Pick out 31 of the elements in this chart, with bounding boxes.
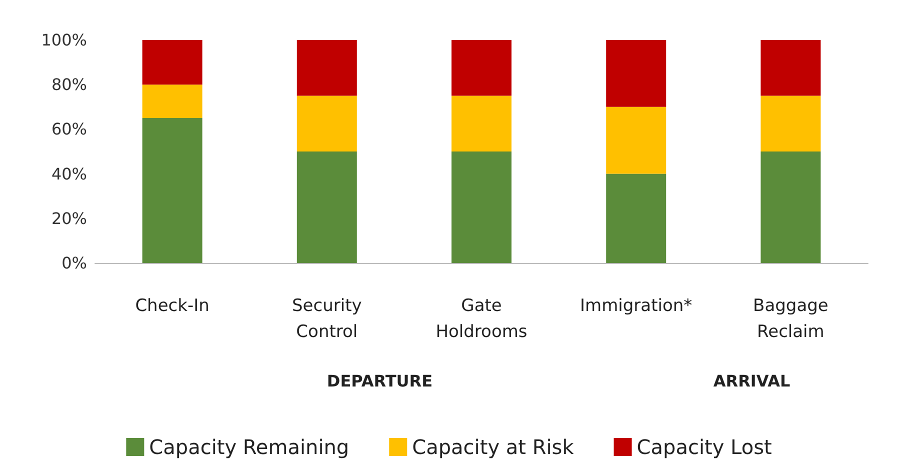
legend-label: Capacity Lost	[636, 435, 772, 459]
bar	[296, 40, 357, 96]
y-tick-label: 80%	[51, 75, 87, 94]
bar	[142, 40, 202, 85]
bar	[606, 174, 666, 263]
y-tick-label: 0%	[62, 254, 87, 272]
text: DEPARTURE	[326, 372, 433, 390]
x-tick-label: Immigration*	[580, 296, 692, 316]
bar	[296, 152, 357, 263]
bar	[452, 96, 512, 152]
x-tick-label: Baggage Reclaim	[753, 296, 828, 342]
bar	[760, 152, 821, 263]
y-tick-label: 60%	[51, 120, 87, 139]
x-tick-label: Check-In	[135, 296, 210, 316]
bar	[606, 40, 666, 107]
text: ARRIVAL	[713, 372, 790, 390]
bar	[760, 40, 821, 96]
legend-label: Capacity Remaining	[149, 435, 350, 459]
y-tick-label: 100%	[41, 30, 87, 50]
bar	[296, 96, 357, 152]
x-tick-label: Gate Holdrooms	[436, 296, 528, 342]
y-tick-label: 20%	[51, 208, 87, 228]
x-tick-label: Security Control	[292, 296, 362, 342]
bar	[142, 84, 202, 118]
bar	[452, 40, 512, 96]
y-tick-label: 40%	[51, 164, 87, 184]
legend-label: Capacity at Risk	[412, 435, 574, 459]
bar	[142, 118, 202, 263]
bar	[452, 152, 512, 263]
bar	[606, 106, 666, 174]
bar	[760, 96, 821, 152]
